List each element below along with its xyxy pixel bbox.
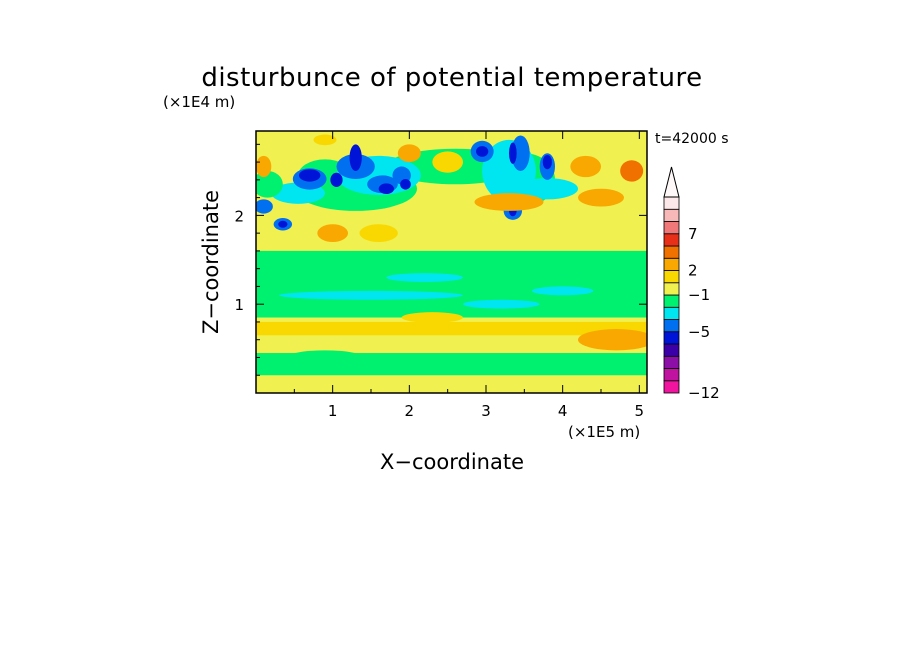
x-axis-label: X−coordinate (380, 450, 524, 474)
colorbar-segment (663, 368, 680, 382)
y-tick-label: 2 (234, 207, 244, 225)
y-axis-label: Z−coordinate (199, 190, 223, 334)
contour-region-37 (317, 224, 348, 243)
contour-region-34 (474, 193, 544, 211)
contour-region-9 (256, 170, 283, 198)
colorbar-segment (663, 245, 680, 259)
colorbar: 7 2 −1 −5 −12 (663, 166, 720, 402)
contour-region-43 (532, 286, 594, 296)
y-tick-label: 1 (234, 296, 244, 314)
contour-field (256, 131, 647, 393)
contour-region-8 (516, 178, 578, 200)
colorbar-segment (663, 282, 680, 296)
colorbar-segment (663, 343, 680, 357)
contour-region-23 (378, 183, 395, 195)
field-band-lower-warm (256, 321, 647, 336)
contour-region-41 (401, 312, 464, 323)
contour-region-17 (256, 199, 273, 214)
plot-frame (255, 130, 648, 394)
colorbar-segment (663, 208, 680, 222)
x-tick-label: 4 (558, 402, 568, 420)
colorbar-tick-label: −1 (688, 286, 710, 304)
contour-region-30 (256, 155, 272, 178)
x-scale-label: (×1E5 m) (568, 423, 640, 441)
contour-region-26 (508, 142, 517, 164)
x-tick-label: 2 (405, 402, 415, 420)
x-tick-label: 3 (481, 402, 491, 420)
contour-region-39 (578, 188, 624, 207)
contour-region-40 (578, 329, 647, 351)
time-label: t=42000 s (655, 131, 729, 147)
field-band-middle (256, 250, 647, 318)
contour-region-45 (463, 299, 540, 309)
contour-region-42 (279, 290, 463, 300)
colorbar-segment (663, 221, 680, 235)
x-axis: 1 2 3 4 5 (293, 131, 645, 420)
contour-region-36 (620, 160, 644, 182)
contour-region-21 (349, 144, 362, 171)
contour-region-33 (432, 151, 463, 173)
colorbar-segment (663, 319, 680, 333)
x-tick-label: 5 (635, 402, 645, 420)
colorbar-extend-arrow (663, 166, 680, 198)
contour-region-22 (330, 172, 343, 187)
colorbar-tick-label: −12 (688, 384, 720, 402)
contour-region-24 (400, 178, 411, 190)
colorbar-segment (663, 270, 680, 284)
contour-region-44 (386, 273, 463, 282)
contour-region-35 (570, 155, 602, 178)
contour-region-47 (286, 350, 364, 365)
contour-region-25 (476, 146, 489, 157)
colorbar-segment (663, 257, 680, 271)
contour-region-46 (585, 266, 632, 280)
colorbar-tick-label: −5 (688, 323, 710, 341)
chart-title: disturbunce of potential temperature (201, 63, 702, 93)
colorbar-segment (663, 294, 680, 308)
contour-region-15 (511, 135, 530, 171)
colorbar-segment (663, 196, 680, 210)
colorbar-tick-label: 2 (688, 262, 698, 280)
colorbar-segment (663, 355, 680, 369)
colorbar-segment (663, 233, 680, 247)
contour-region-27 (542, 154, 552, 170)
colorbar-segment (663, 331, 680, 345)
colorbar-segment (663, 306, 680, 320)
x-tick-label: 1 (328, 402, 338, 420)
contour-region-31 (313, 134, 337, 146)
field-band-lower-mid (256, 339, 647, 349)
contour-region-38 (359, 224, 398, 243)
contour-region-28 (278, 220, 288, 228)
contour-region-32 (397, 144, 421, 163)
contour-region-20 (298, 169, 321, 182)
y-axis: 12 (234, 143, 647, 376)
y-scale-label: (×1E4 m) (163, 93, 235, 111)
colorbar-tick-label: 7 (688, 225, 698, 243)
colorbar-segment (663, 380, 680, 394)
